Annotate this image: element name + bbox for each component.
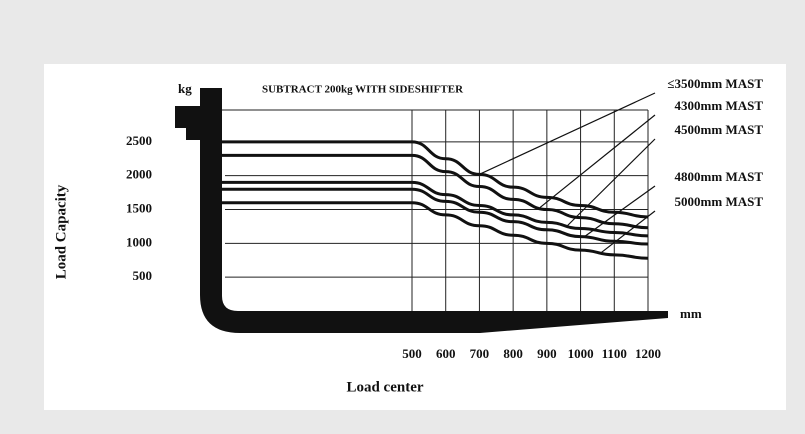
legend-label: ≤3500mm MAST bbox=[667, 76, 763, 91]
leader-line bbox=[583, 185, 656, 238]
series-line bbox=[411, 153, 649, 230]
x-tick-label: 500 bbox=[402, 346, 422, 361]
series-line bbox=[411, 180, 649, 238]
leader-line bbox=[566, 138, 656, 227]
y-tick-label: 1000 bbox=[126, 234, 152, 249]
y-unit: kg bbox=[178, 81, 192, 96]
annotation: SUBTRACT 200kg WITH SIDESHIFTER bbox=[262, 84, 464, 96]
plot bbox=[222, 110, 649, 311]
leader-line bbox=[600, 210, 656, 254]
series-line bbox=[411, 201, 649, 260]
y-tick-label: 1500 bbox=[126, 200, 152, 215]
x-tick-label: 1000 bbox=[568, 346, 594, 361]
x-unit: mm bbox=[680, 306, 702, 321]
y-tick-label: 2500 bbox=[126, 133, 152, 148]
x-tick-label: 800 bbox=[503, 346, 523, 361]
x-axis-title: Load center bbox=[346, 379, 423, 395]
leader-line bbox=[479, 92, 656, 175]
x-tick-label: 600 bbox=[436, 346, 456, 361]
legend-label: 4300mm MAST bbox=[675, 98, 764, 113]
y-axis-title: Load Capacity bbox=[53, 184, 69, 279]
series-line bbox=[411, 140, 649, 219]
legend-label: 5000mm MAST bbox=[675, 194, 764, 209]
legend-label: 4500mm MAST bbox=[675, 122, 764, 137]
x-tick-label: 700 bbox=[470, 346, 490, 361]
x-tick-label: 1100 bbox=[602, 346, 627, 361]
leader-line bbox=[539, 114, 656, 208]
y-tick-label: 500 bbox=[133, 268, 153, 283]
series-line bbox=[411, 187, 649, 246]
fork-hook bbox=[175, 106, 200, 140]
x-tick-label: 1200 bbox=[635, 346, 661, 361]
x-tick-label: 900 bbox=[537, 346, 557, 361]
legend-label: 4800mm MAST bbox=[675, 169, 764, 184]
panel bbox=[44, 64, 786, 410]
y-tick-label: 2000 bbox=[126, 167, 152, 182]
